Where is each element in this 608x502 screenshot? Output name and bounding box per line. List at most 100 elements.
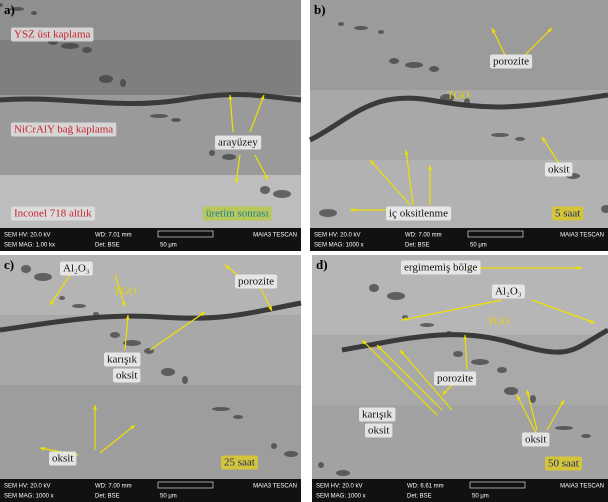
info-text: WD: 7.00 mm xyxy=(95,484,132,490)
info-text: SEM MAG: 1000 x xyxy=(314,243,364,249)
info-bg xyxy=(312,479,608,502)
tgo-layer xyxy=(308,92,608,143)
label-box xyxy=(434,371,477,386)
info-text: WD: 7.00 mm xyxy=(405,233,442,239)
info-bar: SEM HV: 20.0 kV WD: 7.00 mm MAIA3 TESCAN SE… xyxy=(310,228,608,251)
label: TGO xyxy=(447,90,470,102)
arrow-head xyxy=(50,300,55,305)
label-box xyxy=(522,432,550,447)
pore xyxy=(271,443,277,449)
info-bg xyxy=(310,228,608,251)
pore xyxy=(464,98,470,106)
label-box xyxy=(203,206,272,221)
arrow-head xyxy=(428,165,432,170)
info-bg xyxy=(0,479,301,502)
pore xyxy=(110,332,120,338)
label: TGO xyxy=(114,286,137,298)
pore xyxy=(59,296,65,300)
label-box xyxy=(365,423,393,438)
arrow-head xyxy=(404,150,409,155)
arrow-head xyxy=(463,335,468,340)
pore xyxy=(233,415,243,419)
arrow xyxy=(114,274,126,308)
label-box xyxy=(49,451,77,466)
arrow xyxy=(401,299,503,321)
info-text: SEM HV: 20.0 kV xyxy=(4,233,50,239)
label-box xyxy=(60,261,93,276)
label: 5 saat xyxy=(555,208,580,220)
label: Al₂O₃ xyxy=(63,263,90,275)
info-text: SEM HV: 20.0 kV xyxy=(4,484,50,490)
info-text: 50 μm xyxy=(472,494,489,500)
info-text: Det: BSE xyxy=(407,494,432,500)
label-box xyxy=(215,135,262,150)
panel-letter: b) xyxy=(314,2,326,17)
arrow xyxy=(541,136,561,166)
panel-letter: d) xyxy=(316,257,328,272)
arrow-head xyxy=(121,302,126,307)
arrow-head xyxy=(362,340,367,345)
info-text: 50 μm xyxy=(160,243,177,249)
info-text: Det: BSE xyxy=(405,243,430,249)
arrow xyxy=(49,274,71,306)
pore xyxy=(440,94,454,102)
label: 50 saat xyxy=(548,458,579,470)
panel: a) YSZ üst kaplama NiCrAlY bağ kaplama aray… xyxy=(0,0,302,251)
info-text: SEM MAG: 1000 x xyxy=(316,494,366,500)
pore xyxy=(420,323,434,327)
arrow xyxy=(124,314,129,351)
label: YSZ üst kaplama xyxy=(14,29,90,41)
pore xyxy=(123,340,141,346)
arrow-head xyxy=(590,319,595,324)
pore xyxy=(120,79,126,87)
pore xyxy=(99,75,113,83)
label: arayüzey xyxy=(218,137,258,149)
tgo-layer xyxy=(341,327,608,355)
label: NiCrAlY bağ kaplama xyxy=(14,124,113,136)
pore xyxy=(338,22,344,26)
arrow-head xyxy=(492,28,496,33)
arrow xyxy=(491,27,506,56)
label-box xyxy=(11,122,117,137)
label: oksit xyxy=(368,425,389,437)
panel: c) Al₂O₃ TGO porozite karışık oksit oksit 25 sa… xyxy=(0,255,302,502)
pore xyxy=(222,154,236,160)
arrow-head xyxy=(350,208,355,212)
label-box xyxy=(490,54,533,69)
arrow xyxy=(99,424,136,454)
pore xyxy=(369,284,379,292)
label: oksit xyxy=(548,164,569,176)
pore xyxy=(31,11,37,15)
arrow-head xyxy=(577,266,582,270)
info-text: SEM MAG: 1.00 kx xyxy=(4,243,55,249)
label: Inconel 718 altlık xyxy=(14,208,92,220)
pore xyxy=(10,7,24,11)
arrow xyxy=(376,344,443,411)
panel-letter: a) xyxy=(4,2,15,17)
pore xyxy=(354,26,368,30)
pore xyxy=(429,66,439,72)
pore xyxy=(581,434,591,438)
arrow-head xyxy=(40,446,45,451)
arrow xyxy=(546,399,565,431)
arrow-head xyxy=(377,345,382,350)
pore xyxy=(530,395,536,403)
arrow xyxy=(149,311,206,351)
pore xyxy=(61,43,79,49)
label-box xyxy=(359,407,396,422)
arrow-head xyxy=(228,95,233,100)
arrow-head xyxy=(260,95,265,100)
pore xyxy=(336,470,350,476)
arrow xyxy=(249,94,265,133)
pore xyxy=(402,315,408,319)
label: porozite xyxy=(238,276,274,288)
pore xyxy=(273,190,291,198)
tgo-layer xyxy=(0,300,302,333)
info-text: MAIA3 TESCAN xyxy=(253,484,297,490)
arrow-head xyxy=(234,178,239,183)
info-text: 50 μm xyxy=(470,243,487,249)
label-box xyxy=(11,27,94,42)
label-box xyxy=(113,368,141,383)
arrow xyxy=(229,94,234,133)
